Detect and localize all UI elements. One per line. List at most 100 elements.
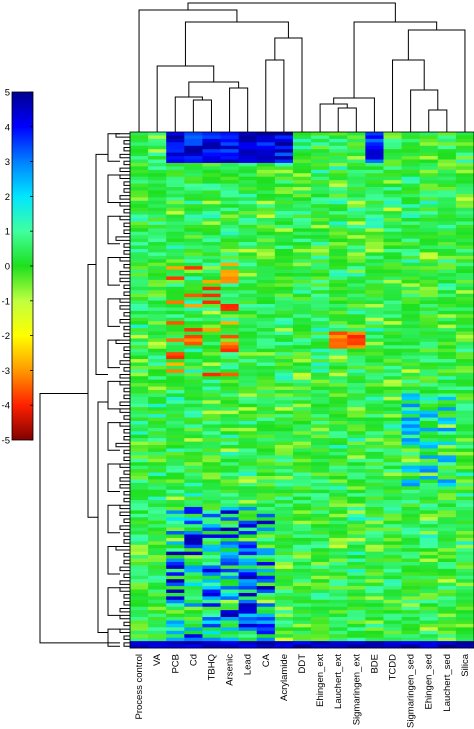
row-dendrogram-link xyxy=(115,546,130,551)
heatmap-cell xyxy=(292,224,312,229)
heatmap-cell xyxy=(202,269,221,274)
heatmap-cell xyxy=(256,527,276,532)
heatmap-cell xyxy=(419,606,439,611)
heatmap-cell xyxy=(202,462,221,467)
heatmap-cell xyxy=(383,348,402,353)
row-dendrogram-link xyxy=(123,449,130,455)
heatmap-cell xyxy=(347,582,366,587)
heatmap-cell xyxy=(202,410,221,415)
heatmap-cell xyxy=(274,486,294,491)
heatmap-cell xyxy=(220,149,240,154)
heatmap-cell xyxy=(184,482,203,487)
heatmap-cell xyxy=(455,286,474,291)
heatmap-cell xyxy=(166,262,185,267)
heatmap-cell xyxy=(148,152,167,157)
heatmap-cell xyxy=(365,242,384,246)
heatmap-cell xyxy=(401,372,421,377)
heatmap-cell xyxy=(437,238,457,243)
heatmap-cell xyxy=(401,482,421,487)
heatmap-cell xyxy=(292,555,312,559)
heatmap-cell xyxy=(274,403,294,408)
heatmap-cell xyxy=(365,534,384,539)
row-dendrogram-link xyxy=(123,325,130,331)
heatmap-cell xyxy=(311,555,330,559)
heatmap-cell xyxy=(347,269,366,274)
heatmap-cell xyxy=(148,310,167,315)
heatmap-cell xyxy=(166,221,185,226)
heatmap-cell xyxy=(419,135,439,140)
heatmap-cell xyxy=(130,207,149,212)
heatmap-cell xyxy=(202,568,221,573)
heatmap-cell xyxy=(419,334,439,339)
heatmap-cell xyxy=(401,345,421,350)
heatmap-cell xyxy=(401,634,421,639)
heatmap-cell xyxy=(184,393,203,398)
heatmap-cell xyxy=(148,462,167,467)
heatmap-cell xyxy=(166,317,185,322)
heatmap-cell xyxy=(220,273,240,277)
heatmap-cell xyxy=(329,500,348,504)
heatmap-cell xyxy=(292,376,312,381)
heatmap-cell xyxy=(437,486,457,491)
heatmap-cell xyxy=(256,173,276,178)
heatmap-cell xyxy=(238,617,258,621)
heatmap-cell xyxy=(401,575,421,580)
heatmap-cell xyxy=(383,369,402,374)
heatmap-cell xyxy=(202,331,221,336)
heatmap-cell xyxy=(419,152,439,157)
heatmap-cell xyxy=(256,231,276,236)
heatmap-cell xyxy=(383,297,402,301)
row-dendrogram-link xyxy=(119,257,130,262)
heatmap-cell xyxy=(419,637,439,642)
heatmap-cell xyxy=(148,338,167,343)
heatmap-cell xyxy=(347,207,366,212)
heatmap-cell xyxy=(347,493,366,498)
heatmap-cell xyxy=(455,572,474,577)
heatmap-cell xyxy=(365,159,384,164)
heatmap-cell xyxy=(292,448,312,453)
row-dendrogram-link xyxy=(123,332,130,338)
heatmap-cell xyxy=(148,400,167,405)
heatmap-cell xyxy=(220,427,240,432)
heatmap-cell xyxy=(347,620,366,625)
heatmap-cell xyxy=(311,641,330,645)
heatmap-cell xyxy=(274,132,294,136)
row-dendrogram-link xyxy=(115,442,130,448)
heatmap-cell xyxy=(202,548,221,553)
heatmap-cell xyxy=(220,634,240,639)
heatmap-cell xyxy=(238,579,258,584)
heatmap-cell xyxy=(202,531,221,535)
heatmap-cell xyxy=(148,169,167,174)
row-dendrogram-link xyxy=(107,422,120,451)
heatmap-cell xyxy=(166,496,185,501)
heatmap-cell xyxy=(130,190,149,195)
heatmap-cell xyxy=(130,606,149,611)
heatmap-cell xyxy=(256,613,276,618)
heatmap-cell xyxy=(419,297,439,301)
heatmap-cell xyxy=(220,145,240,150)
heatmap-cell xyxy=(329,276,348,281)
heatmap-cell xyxy=(329,524,348,528)
heatmap-cell xyxy=(274,138,294,143)
column-dendrogram-link xyxy=(156,65,215,132)
heatmap-cell xyxy=(383,396,402,401)
heatmap-cell xyxy=(311,520,330,525)
heatmap-cell xyxy=(437,345,457,350)
heatmap-cell xyxy=(347,617,366,621)
heatmap-cell xyxy=(401,527,421,532)
heatmap-cell xyxy=(437,300,457,305)
heatmap-cell xyxy=(202,455,221,460)
heatmap-cell xyxy=(238,190,258,195)
heatmap-cell xyxy=(166,341,185,346)
heatmap-cell xyxy=(148,218,167,222)
heatmap-cell xyxy=(148,248,167,253)
heatmap-cell xyxy=(347,293,366,298)
heatmap-cell xyxy=(202,307,221,312)
heatmap-cell xyxy=(419,345,439,350)
heatmap-cell xyxy=(238,266,258,270)
heatmap-cell xyxy=(383,324,402,329)
heatmap-cell xyxy=(292,551,312,556)
heatmap-cell xyxy=(148,162,167,167)
heatmap-cell xyxy=(130,197,149,202)
heatmap-cell xyxy=(419,407,439,412)
